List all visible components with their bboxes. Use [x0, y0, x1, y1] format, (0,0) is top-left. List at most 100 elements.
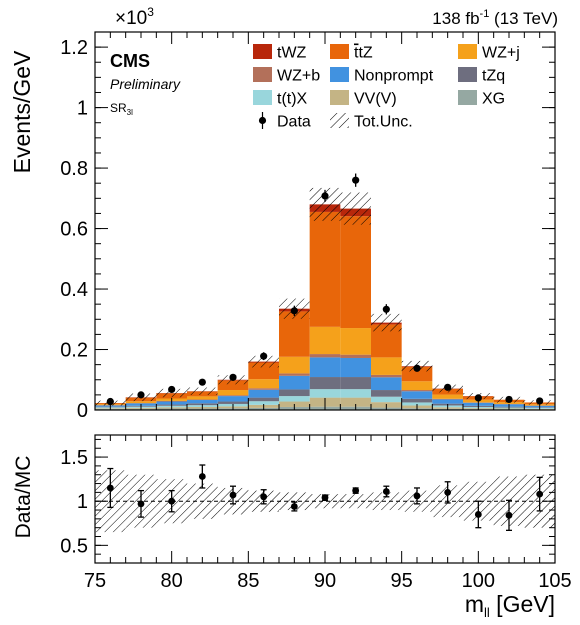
bar-WZ+b-8 — [340, 354, 371, 358]
legend-marker — [258, 116, 267, 125]
bar-WZ+j-9 — [371, 357, 402, 375]
x-tick-label-6: 105 — [538, 570, 571, 592]
bar-Nonprompt-5 — [248, 389, 279, 398]
legend-item-unc: Tot.Unc. — [330, 113, 413, 131]
legend-label: WZ+j — [482, 45, 520, 62]
data-point-10 — [413, 364, 421, 372]
data-point-9 — [382, 305, 390, 313]
data-point-14 — [536, 397, 544, 405]
data-point-12 — [474, 394, 482, 402]
ratio-yticks-label-0: 0.5 — [60, 535, 88, 557]
ratio-point-0 — [106, 484, 114, 492]
legend-item-ttX: t(t)X — [253, 90, 308, 108]
ratio-panel: 0.5 1 1.5 75 80 85 90 95 100 105 Data/MC — [12, 434, 572, 592]
bar-t(t)X-10 — [401, 402, 433, 406]
bar-WZ+j-5 — [248, 379, 279, 389]
data-point-5 — [260, 352, 268, 360]
legend-swatch — [330, 44, 349, 59]
bar-t(t)X-6 — [279, 396, 310, 402]
cms-label: CMS — [110, 51, 150, 71]
unc-band-9 — [371, 313, 402, 332]
bar-WZ+j-11 — [432, 394, 463, 399]
ratio-point-6 — [290, 503, 298, 510]
x-tick-label-5: 100 — [462, 570, 495, 592]
bar-WZ+j-6 — [279, 356, 310, 374]
bar-WZ+b-11 — [432, 398, 463, 400]
ratio-point-12 — [474, 511, 482, 518]
legend-item-ttZ: ttZ — [330, 44, 373, 62]
ratio-point-5 — [260, 493, 268, 501]
x-tick-label-3: 90 — [314, 570, 336, 592]
main-x-axis — [94, 32, 556, 410]
bar-ttZ-8 — [340, 216, 371, 329]
top-yticks-label-6: 1.2 — [60, 37, 88, 59]
ratio-yticks-label-1: 1 — [77, 491, 88, 513]
bar-WZ+j-8 — [340, 328, 371, 355]
top-yticks-label-0: 0 — [77, 400, 88, 422]
bar-tZq-5 — [248, 397, 279, 402]
ratio-point-1 — [137, 500, 145, 508]
data-point-13 — [505, 395, 513, 404]
top-yticks-label-4: 0.8 — [60, 158, 88, 180]
legend-label: Tot.Unc. — [354, 114, 413, 131]
ratio-points — [106, 464, 544, 531]
legend-item-VVV: VV(V) — [330, 90, 397, 108]
ratio-point-7 — [321, 494, 329, 502]
y-axis-exponent: ×103 — [115, 5, 154, 29]
unc-band-5 — [248, 355, 279, 368]
bar-Nonprompt-6 — [279, 375, 310, 390]
region-label: SR3l — [110, 101, 133, 117]
x-tick-label-2: 85 — [237, 570, 259, 592]
x-tick-label-4: 95 — [391, 570, 413, 592]
bar-WZ+b-5 — [248, 388, 279, 390]
legend-swatch — [253, 90, 272, 105]
bar-t(t)X-8 — [340, 389, 371, 398]
legend-swatch — [253, 44, 272, 59]
bar-t(t)X-9 — [371, 396, 402, 403]
bar-tZq-8 — [340, 377, 371, 390]
bar-Nonprompt-9 — [371, 377, 402, 391]
ratio-point-9 — [382, 488, 390, 495]
data-point-11 — [444, 383, 452, 391]
unc-band-8 — [340, 192, 371, 225]
bar-Nonprompt-11 — [432, 399, 463, 404]
bar-WZ+j-4 — [217, 390, 249, 396]
data-point-8 — [352, 176, 360, 184]
data-point-1 — [137, 391, 145, 399]
bar-Nonprompt-3 — [187, 400, 218, 404]
main-plot-panel: 0 0.2 0.4 0.6 0.8 1 1.2 Events/GeV — [9, 31, 556, 422]
data-point-4 — [229, 373, 237, 381]
ratio-y-axis-title: Data/MC — [12, 456, 35, 539]
legend-item-XG: XG — [458, 90, 505, 108]
legend-swatch — [458, 90, 477, 105]
bar-WZ+j-13 — [493, 402, 525, 404]
data-point-2 — [168, 385, 176, 394]
ratio-point-11 — [444, 488, 452, 496]
ratio-uncertainty-band — [95, 470, 555, 533]
bar-tZq-4 — [217, 401, 249, 404]
preliminary-label: Preliminary — [110, 76, 181, 92]
bar-ttZ-4 — [217, 380, 249, 391]
ratio-point-2 — [168, 497, 176, 505]
bar-tZq-7 — [309, 377, 341, 390]
bar-WZ+b-9 — [371, 374, 402, 378]
bar-t(t)X-7 — [309, 389, 341, 398]
legend-item-WZb: WZ+b — [253, 67, 320, 85]
bar-Nonprompt-7 — [309, 357, 341, 378]
bar-WZ+b-3 — [187, 399, 218, 401]
legend: tWZ ttZ WZ+j WZ+b Nonprompt tZq t(t)X VV(V) XG Da… — [253, 44, 520, 131]
bar-WZ+j-7 — [309, 326, 341, 355]
bar-ttZ-6 — [279, 311, 310, 357]
top-yticks-label-1: 0.2 — [60, 340, 88, 362]
legend-label: t(t)X — [277, 91, 308, 108]
bar-tZq-9 — [371, 390, 402, 397]
bar-WZ+b-7 — [309, 354, 341, 358]
bar-Nonprompt-4 — [217, 396, 249, 402]
data-point-7 — [321, 192, 329, 200]
bar-WZ+j-10 — [401, 381, 433, 391]
ratio-point-10 — [413, 492, 421, 500]
ratio-unc-7 — [309, 494, 341, 509]
bar-WZ+b-4 — [217, 395, 249, 397]
legend-item-tWZ: tWZ — [253, 44, 307, 62]
